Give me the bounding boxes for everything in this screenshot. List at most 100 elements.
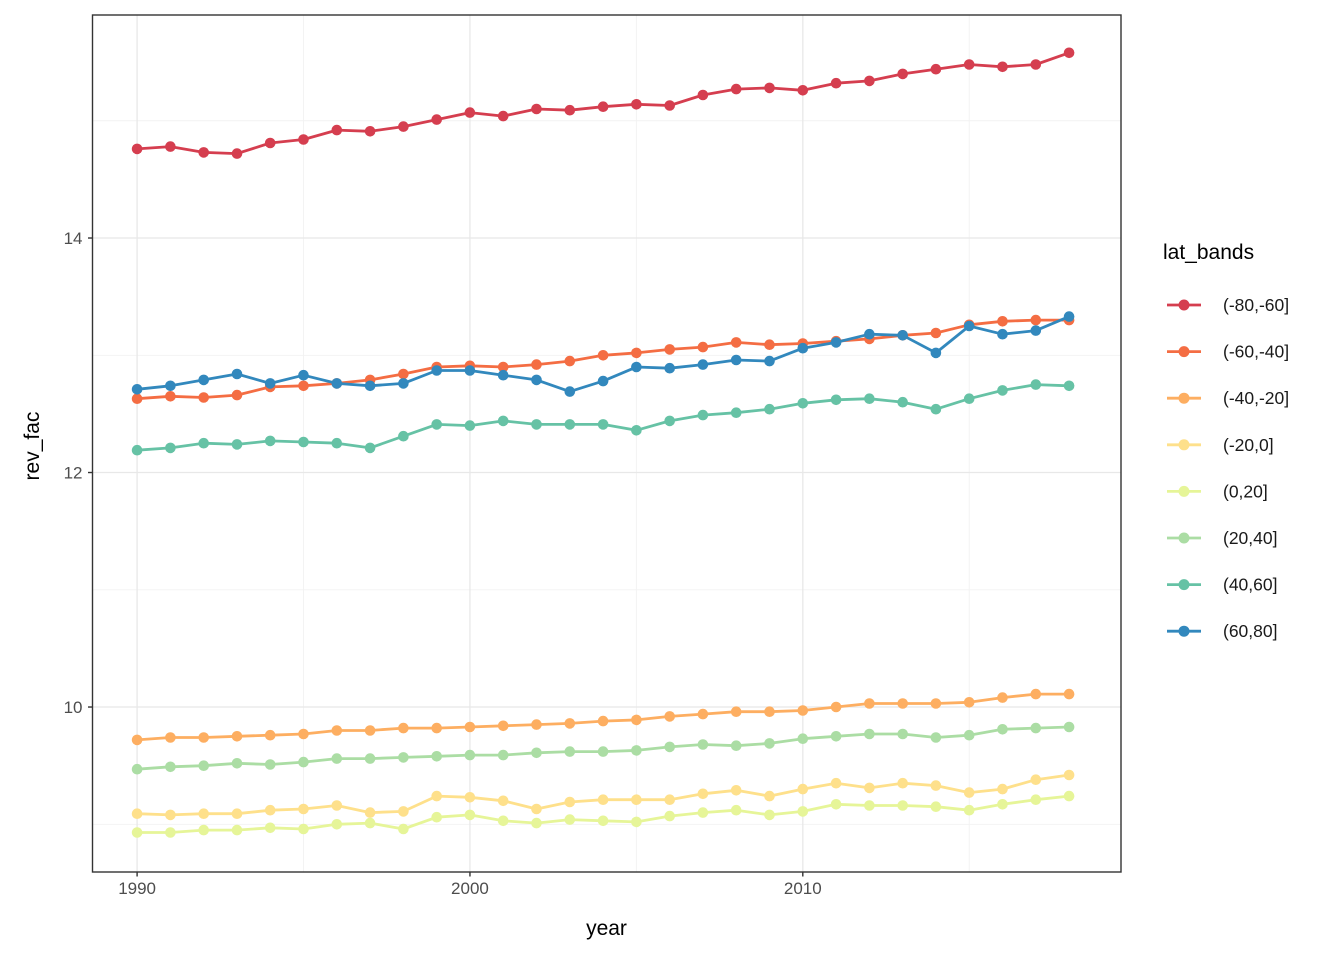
legend-key-point	[1178, 485, 1190, 497]
data-point	[697, 89, 709, 101]
data-point	[897, 68, 908, 80]
data-point	[597, 419, 609, 430]
panel-border	[91, 14, 1122, 873]
data-point	[963, 804, 975, 816]
data-point	[564, 355, 576, 367]
data-point	[431, 419, 443, 430]
data-point	[264, 435, 276, 447]
data-point	[797, 733, 809, 744]
data-point	[997, 724, 1008, 735]
data-point	[564, 386, 576, 397]
data-point	[864, 728, 875, 740]
data-point	[631, 347, 642, 359]
data-point	[564, 718, 576, 729]
data-point	[1030, 722, 1042, 734]
data-point	[597, 350, 609, 361]
data-point	[664, 344, 675, 355]
data-point	[997, 328, 1008, 340]
data-point	[231, 389, 243, 401]
data-point	[897, 800, 908, 811]
data-point	[131, 734, 143, 746]
data-point	[231, 808, 243, 819]
data-point	[331, 437, 343, 449]
legend-key-point	[1178, 299, 1190, 311]
data-point	[864, 393, 875, 405]
data-point	[1030, 314, 1042, 326]
data-point	[264, 137, 276, 149]
data-point	[298, 369, 309, 381]
data-point	[398, 752, 409, 763]
data-point	[697, 409, 709, 421]
data-point	[431, 811, 443, 823]
data-point	[1030, 794, 1042, 805]
data-point	[830, 337, 842, 348]
data-point	[264, 378, 276, 389]
data-point	[264, 729, 276, 741]
data-point	[864, 75, 875, 87]
data-point	[364, 725, 376, 736]
data-point	[331, 819, 343, 830]
data-point	[198, 147, 209, 158]
data-point	[664, 794, 675, 805]
data-point	[564, 746, 576, 757]
data-point	[930, 403, 942, 415]
data-point	[531, 803, 542, 815]
data-point	[997, 692, 1008, 703]
data-point	[1063, 688, 1075, 700]
panel-background	[92, 15, 1121, 872]
y-tick-label: 10	[64, 698, 83, 717]
data-point	[231, 148, 243, 159]
data-point	[231, 758, 243, 769]
data-point	[797, 398, 809, 409]
data-point	[697, 788, 709, 800]
data-point	[697, 359, 709, 370]
data-point	[730, 706, 742, 717]
data-point	[764, 339, 775, 351]
data-point	[531, 719, 542, 730]
data-point	[664, 810, 675, 822]
data-point	[497, 361, 509, 373]
legend-item-label: (-20,0]	[1223, 435, 1274, 455]
data-point	[464, 721, 476, 733]
data-point	[198, 437, 209, 449]
data-point	[631, 99, 642, 110]
legend-item-label: (-80,-60]	[1223, 295, 1289, 315]
data-point	[730, 354, 742, 366]
data-point	[897, 777, 908, 789]
data-point	[864, 698, 875, 709]
data-point	[764, 809, 775, 821]
data-point	[631, 745, 642, 756]
data-point	[997, 783, 1008, 795]
data-point	[198, 760, 209, 771]
legend-key-point	[1178, 346, 1190, 358]
legend-item-label: (-60,-40]	[1223, 342, 1289, 362]
data-point	[730, 83, 742, 95]
legend-key-point	[1178, 392, 1190, 404]
data-point	[298, 380, 309, 392]
data-point	[963, 697, 975, 708]
data-point	[198, 732, 209, 743]
data-point	[664, 100, 675, 111]
data-point	[364, 126, 376, 137]
legend-title: lat_bands	[1163, 241, 1255, 264]
data-point	[963, 320, 975, 332]
data-point	[963, 729, 975, 741]
data-point	[997, 316, 1008, 327]
data-point	[730, 804, 742, 816]
legend-item-label: (40,60]	[1223, 575, 1277, 595]
data-point	[131, 393, 143, 405]
data-point	[464, 365, 476, 376]
data-point	[664, 711, 675, 722]
y-axis-title: rev_fac	[21, 411, 44, 481]
data-point	[464, 420, 476, 431]
legend-key-point	[1178, 625, 1190, 637]
data-point	[963, 59, 975, 70]
data-point	[398, 430, 409, 442]
data-point	[997, 385, 1008, 396]
data-point	[930, 698, 942, 709]
data-point	[930, 347, 942, 359]
data-point	[797, 85, 809, 96]
data-point	[497, 720, 509, 732]
data-point	[497, 369, 509, 381]
